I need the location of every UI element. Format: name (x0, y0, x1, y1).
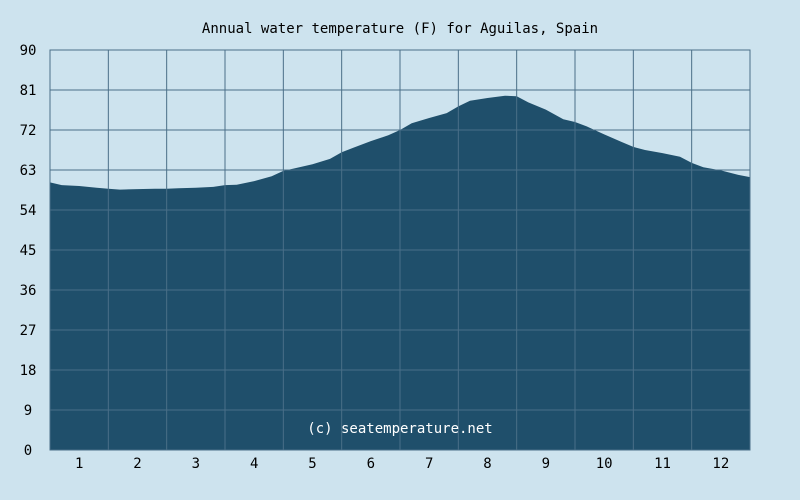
plot-border (49, 49, 751, 451)
y-tick-label: 90 (20, 43, 37, 59)
watermark-text: (c) seatemperature.net (307, 421, 492, 437)
y-tick-label: 9 (24, 403, 32, 419)
y-tick-label: 18 (20, 363, 37, 379)
x-tick-label: 2 (133, 456, 141, 472)
chart-title: Annual water temperature (F) for Aguilas… (202, 21, 598, 37)
x-tick-label: 1 (75, 456, 83, 472)
y-tick-label: 72 (20, 123, 37, 139)
x-tick-label: 7 (425, 456, 433, 472)
y-tick-label: 54 (20, 203, 37, 219)
x-tick-label: 11 (654, 456, 671, 472)
y-tick-label: 0 (24, 443, 32, 459)
y-tick-label: 45 (20, 243, 37, 259)
x-tick-label: 9 (542, 456, 550, 472)
y-tick-label: 27 (20, 323, 37, 339)
y-tick-label: 36 (20, 283, 37, 299)
x-tick-label: 5 (308, 456, 316, 472)
x-tick-label: 4 (250, 456, 258, 472)
x-tick-label: 3 (192, 456, 200, 472)
x-tick-label: 6 (367, 456, 375, 472)
y-tick-label: 81 (20, 83, 37, 99)
x-tick-label: 8 (483, 456, 491, 472)
x-tick-label: 12 (712, 456, 729, 472)
y-tick-label: 63 (20, 163, 37, 179)
x-tick-label: 10 (596, 456, 613, 472)
